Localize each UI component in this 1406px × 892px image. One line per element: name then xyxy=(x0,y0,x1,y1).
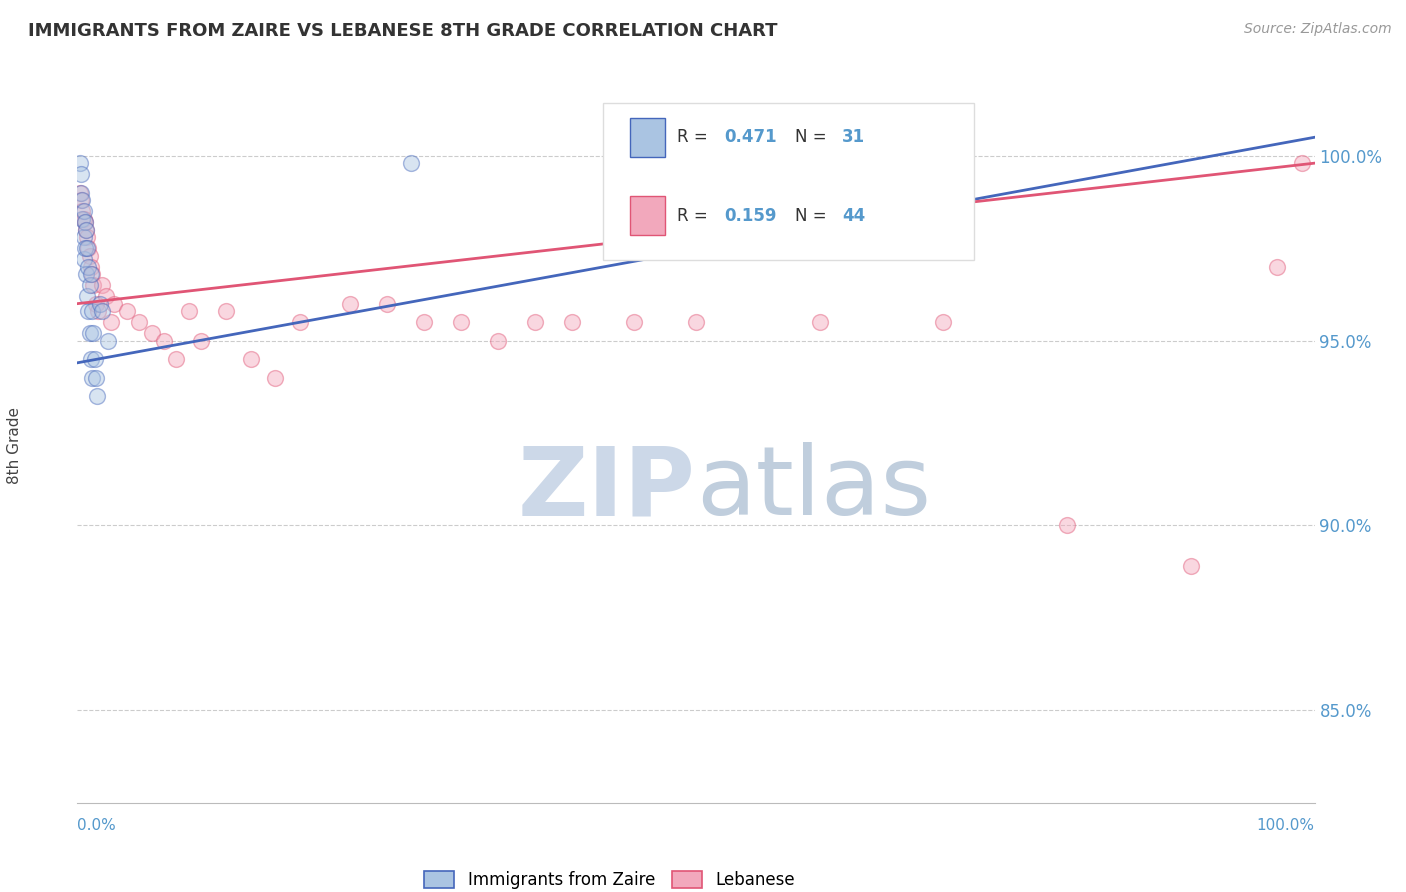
Point xyxy=(79,278,101,293)
Point xyxy=(72,204,94,219)
Point xyxy=(86,389,108,403)
Point xyxy=(141,326,163,341)
Text: Source: ZipAtlas.com: Source: ZipAtlas.com xyxy=(1244,22,1392,37)
Point xyxy=(84,296,107,310)
Point xyxy=(524,315,547,329)
Point xyxy=(80,267,103,281)
Legend: Immigrants from Zaire, Lebanese: Immigrants from Zaire, Lebanese xyxy=(418,864,801,892)
Point xyxy=(72,211,94,226)
Text: 0.159: 0.159 xyxy=(724,207,778,225)
Point xyxy=(77,241,100,255)
Text: N =: N = xyxy=(794,128,832,146)
Point xyxy=(76,289,98,303)
Point xyxy=(80,352,103,367)
Point xyxy=(83,352,105,367)
Text: ZIP: ZIP xyxy=(517,442,696,535)
Point xyxy=(82,304,104,318)
Point xyxy=(72,193,94,207)
Point xyxy=(932,315,955,329)
Point xyxy=(82,326,104,341)
Point xyxy=(76,230,98,244)
Point xyxy=(82,278,104,293)
Point xyxy=(72,211,94,226)
Point xyxy=(264,370,287,384)
Point xyxy=(73,215,96,229)
Point xyxy=(77,304,100,318)
Point xyxy=(69,186,91,200)
Point xyxy=(73,215,96,229)
Point xyxy=(177,304,200,318)
Point xyxy=(623,315,645,329)
Point xyxy=(190,334,212,348)
Point xyxy=(115,304,138,318)
Point xyxy=(685,315,707,329)
Point xyxy=(70,193,93,207)
Point xyxy=(77,260,100,274)
Point xyxy=(450,315,472,329)
Point xyxy=(1056,518,1078,533)
Point xyxy=(79,326,101,341)
Point xyxy=(486,334,509,348)
Point xyxy=(412,315,434,329)
Point xyxy=(1267,260,1289,274)
Text: 0.0%: 0.0% xyxy=(77,818,117,832)
Point xyxy=(76,241,98,255)
Text: 31: 31 xyxy=(842,128,865,146)
Text: R =: R = xyxy=(678,207,713,225)
Text: 44: 44 xyxy=(842,207,865,225)
Point xyxy=(84,370,107,384)
Point xyxy=(103,296,125,310)
Point xyxy=(288,315,311,329)
Point xyxy=(75,223,97,237)
Point xyxy=(91,278,114,293)
Point xyxy=(401,156,423,170)
Point xyxy=(75,223,97,237)
Point xyxy=(1291,156,1313,170)
Point xyxy=(94,289,117,303)
Point xyxy=(72,252,94,267)
Point xyxy=(215,304,238,318)
Point xyxy=(97,334,120,348)
Text: atlas: atlas xyxy=(696,442,931,535)
Point xyxy=(82,370,104,384)
Point xyxy=(153,334,176,348)
Point xyxy=(165,352,187,367)
Text: R =: R = xyxy=(678,128,713,146)
Point xyxy=(1180,559,1202,574)
Point xyxy=(82,267,104,281)
Point xyxy=(70,186,93,200)
Point xyxy=(73,241,96,255)
Point xyxy=(89,296,111,310)
Text: IMMIGRANTS FROM ZAIRE VS LEBANESE 8TH GRADE CORRELATION CHART: IMMIGRANTS FROM ZAIRE VS LEBANESE 8TH GR… xyxy=(28,22,778,40)
Point xyxy=(239,352,262,367)
FancyBboxPatch shape xyxy=(630,118,665,157)
Point xyxy=(808,315,831,329)
Point xyxy=(79,249,101,263)
Point xyxy=(70,167,93,181)
Point xyxy=(747,156,769,170)
FancyBboxPatch shape xyxy=(603,103,974,260)
Text: 0.471: 0.471 xyxy=(724,128,778,146)
Point xyxy=(72,230,94,244)
FancyBboxPatch shape xyxy=(630,196,665,235)
Point xyxy=(91,304,114,318)
Text: N =: N = xyxy=(794,207,832,225)
Point xyxy=(75,267,97,281)
Point xyxy=(87,304,110,318)
Point xyxy=(100,315,122,329)
Point xyxy=(375,296,398,310)
Point xyxy=(128,315,150,329)
Text: 100.0%: 100.0% xyxy=(1257,818,1315,832)
Point xyxy=(561,315,583,329)
Point xyxy=(72,204,94,219)
Point xyxy=(339,296,361,310)
Text: 8th Grade: 8th Grade xyxy=(7,408,21,484)
Point xyxy=(69,156,91,170)
Point xyxy=(80,260,103,274)
